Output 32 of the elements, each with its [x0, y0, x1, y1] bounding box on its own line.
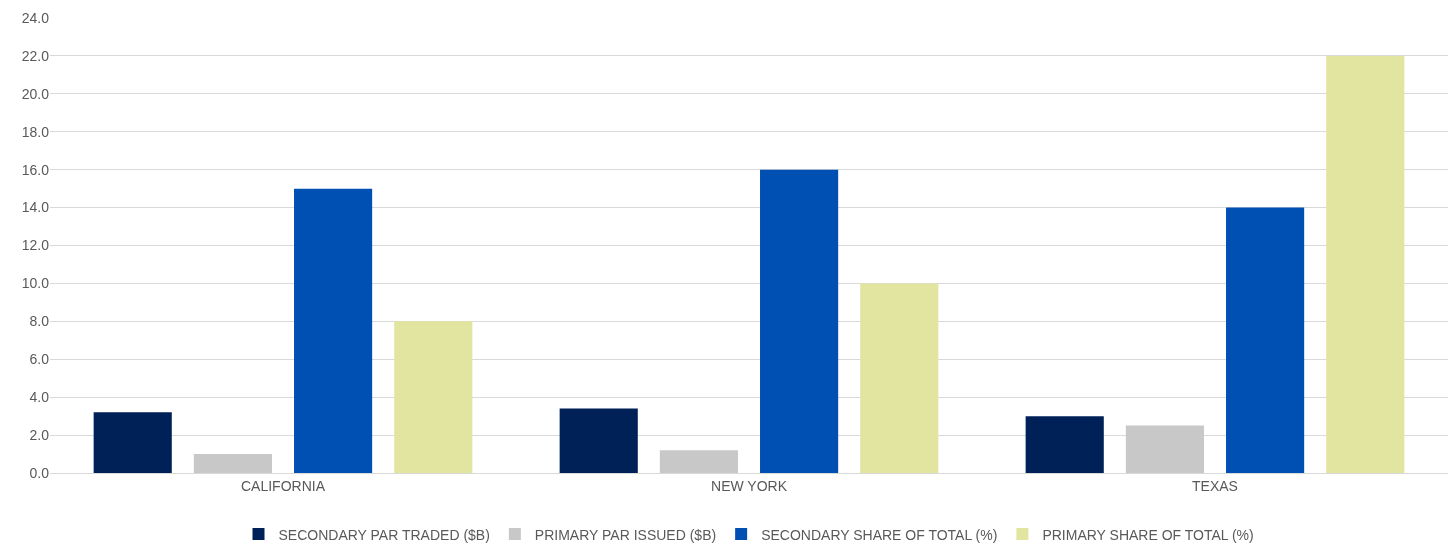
- bar: [860, 283, 939, 473]
- bar: [394, 321, 473, 473]
- x-tick-label: NEW YORK: [711, 477, 788, 494]
- bar: [1226, 207, 1305, 473]
- y-tick-label: 0.0: [29, 464, 50, 481]
- y-tick-label: 12.0: [21, 237, 50, 254]
- bar: [1326, 55, 1405, 473]
- y-tick-label: 20.0: [21, 85, 50, 102]
- bar: [294, 188, 373, 473]
- x-tick-label: CALIFORNIA: [240, 477, 326, 494]
- legend-label: SECONDARY SHARE OF TOTAL (%): [761, 526, 998, 543]
- y-tick-label: 6.0: [29, 351, 50, 368]
- x-tick-label: TEXAS: [1192, 477, 1238, 494]
- y-tick-label: 4.0: [29, 389, 50, 406]
- bar: [93, 412, 172, 473]
- y-tick-label: 14.0: [21, 199, 50, 216]
- bar: [1125, 425, 1204, 473]
- bar: [760, 169, 839, 473]
- legend-label: PRIMARY PAR ISSUED ($B): [534, 526, 717, 543]
- y-tick-label: 2.0: [29, 426, 50, 443]
- bar: [193, 454, 272, 473]
- y-tick-label: 22.0: [21, 47, 50, 64]
- y-tick-label: 10.0: [21, 275, 50, 292]
- bar: [1025, 416, 1104, 473]
- bar: [659, 450, 738, 473]
- legend-label: SECONDARY PAR TRADED ($B): [278, 526, 490, 543]
- y-tick-label: 16.0: [21, 161, 50, 178]
- y-tick-label: 24.0: [21, 9, 50, 26]
- y-tick-label: 8.0: [29, 313, 50, 330]
- legend-label: PRIMARY SHARE OF TOTAL (%): [1042, 526, 1254, 543]
- bar: [559, 408, 638, 473]
- y-tick-label: 18.0: [21, 123, 50, 140]
